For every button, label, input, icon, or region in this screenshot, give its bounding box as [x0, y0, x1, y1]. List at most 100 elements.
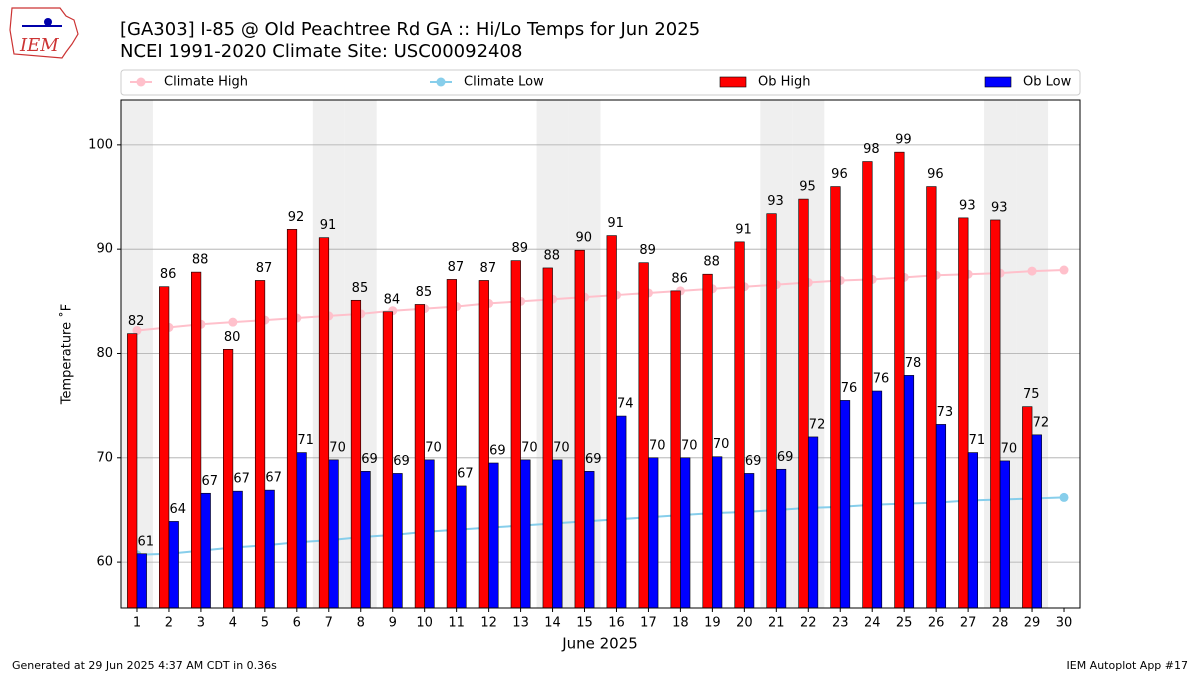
- bar: [894, 151, 905, 609]
- bar: [478, 280, 489, 609]
- x-tick-label: 23: [832, 616, 849, 631]
- bar: [328, 459, 339, 609]
- bar: [360, 471, 371, 609]
- x-tick-label: 2: [165, 616, 173, 631]
- bar: [903, 375, 915, 609]
- data-label: 73: [937, 405, 954, 420]
- plot-frame: [120, 99, 1081, 609]
- chart-title: [GA303] I-85 @ Old Peachtree Rd GA :: Hi…: [120, 19, 700, 40]
- x-tick-label: 26: [928, 616, 945, 631]
- x-tick-label: 22: [800, 616, 817, 631]
- bar: [446, 279, 457, 609]
- data-label: 87: [480, 261, 497, 276]
- bar: [830, 186, 841, 609]
- data-label: 67: [457, 466, 474, 481]
- bar: [584, 471, 595, 609]
- bar: [456, 485, 467, 609]
- x-tick-label: 5: [261, 616, 269, 631]
- plot-area: [121, 100, 1080, 609]
- x-tick-label: 3: [197, 616, 205, 631]
- bar: [648, 457, 659, 609]
- bar: [798, 198, 809, 609]
- bar: [807, 436, 819, 609]
- data-label: 92: [288, 210, 305, 225]
- bar: [296, 452, 307, 609]
- legend-marker: [436, 77, 446, 87]
- x-tick-label: 29: [1024, 616, 1041, 631]
- data-label: 71: [297, 433, 314, 448]
- bar: [744, 473, 755, 609]
- data-label: 98: [863, 142, 880, 157]
- data-label: 70: [681, 438, 698, 453]
- data-label: 85: [416, 285, 433, 300]
- legend-label: Ob Low: [1023, 75, 1072, 90]
- data-label: 75: [1023, 387, 1040, 402]
- data-label: 76: [873, 372, 890, 387]
- y-tick-label: 100: [88, 137, 113, 152]
- bar: [926, 186, 937, 609]
- data-label: 70: [329, 440, 346, 455]
- data-label: 71: [969, 433, 986, 448]
- x-tick-label: 15: [576, 616, 593, 631]
- bar: [1022, 406, 1033, 609]
- data-label: 86: [160, 267, 177, 282]
- y-tick-label: 60: [96, 555, 113, 570]
- x-tick-label: 16: [608, 616, 625, 631]
- bar: [967, 452, 979, 609]
- bar: [382, 311, 394, 609]
- x-tick-label: 30: [1056, 616, 1073, 631]
- bar: [702, 273, 713, 609]
- bar: [264, 489, 275, 609]
- data-label: 93: [767, 194, 784, 209]
- bar: [776, 468, 787, 609]
- bar: [990, 219, 1001, 609]
- x-tick-label: 12: [480, 616, 497, 631]
- bar: [191, 271, 202, 609]
- data-label: 70: [553, 440, 570, 455]
- data-label: 91: [607, 216, 624, 231]
- data-label: 69: [489, 444, 506, 459]
- data-label: 85: [352, 281, 369, 296]
- data-label: 69: [585, 452, 602, 467]
- legend-box: [120, 69, 1081, 96]
- logo: IEM: [9, 7, 79, 59]
- data-label: 78: [905, 356, 922, 371]
- bar: [510, 260, 521, 609]
- bar: [680, 457, 691, 609]
- x-tick-label: 17: [640, 616, 657, 631]
- data-label: 67: [233, 472, 250, 487]
- bar: [232, 490, 243, 609]
- bar: [520, 459, 531, 609]
- data-label: 96: [831, 167, 848, 182]
- data-label: 84: [384, 292, 401, 307]
- x-tick-label: 28: [992, 616, 1009, 631]
- bar: [222, 349, 234, 609]
- y-tick-label: 80: [96, 346, 113, 361]
- legend-label: Climate High: [164, 75, 248, 90]
- climate-point: [1059, 492, 1069, 502]
- bar: [734, 241, 745, 609]
- x-tick-label: 19: [704, 616, 721, 631]
- data-label: 88: [192, 253, 209, 268]
- x-axis-label: June 2025: [561, 635, 638, 653]
- bar: [488, 462, 499, 609]
- data-label: 96: [927, 167, 944, 182]
- bar: [766, 213, 777, 609]
- bar: [350, 299, 362, 609]
- logo-text: IEM: [19, 35, 59, 56]
- bar: [839, 400, 851, 609]
- x-tick-label: 4: [229, 616, 237, 631]
- data-label: 61: [138, 534, 155, 549]
- x-tick-label: 10: [416, 616, 433, 631]
- x-tick-label: 20: [736, 616, 753, 631]
- x-tick-label: 24: [864, 616, 881, 631]
- bar: [670, 290, 681, 609]
- x-tick-label: 18: [672, 616, 689, 631]
- bar: [712, 456, 723, 609]
- x-tick-label: 8: [357, 616, 365, 631]
- legend-swatch: [984, 76, 1012, 88]
- bar: [392, 473, 403, 609]
- bar: [542, 267, 553, 609]
- bar: [414, 304, 425, 609]
